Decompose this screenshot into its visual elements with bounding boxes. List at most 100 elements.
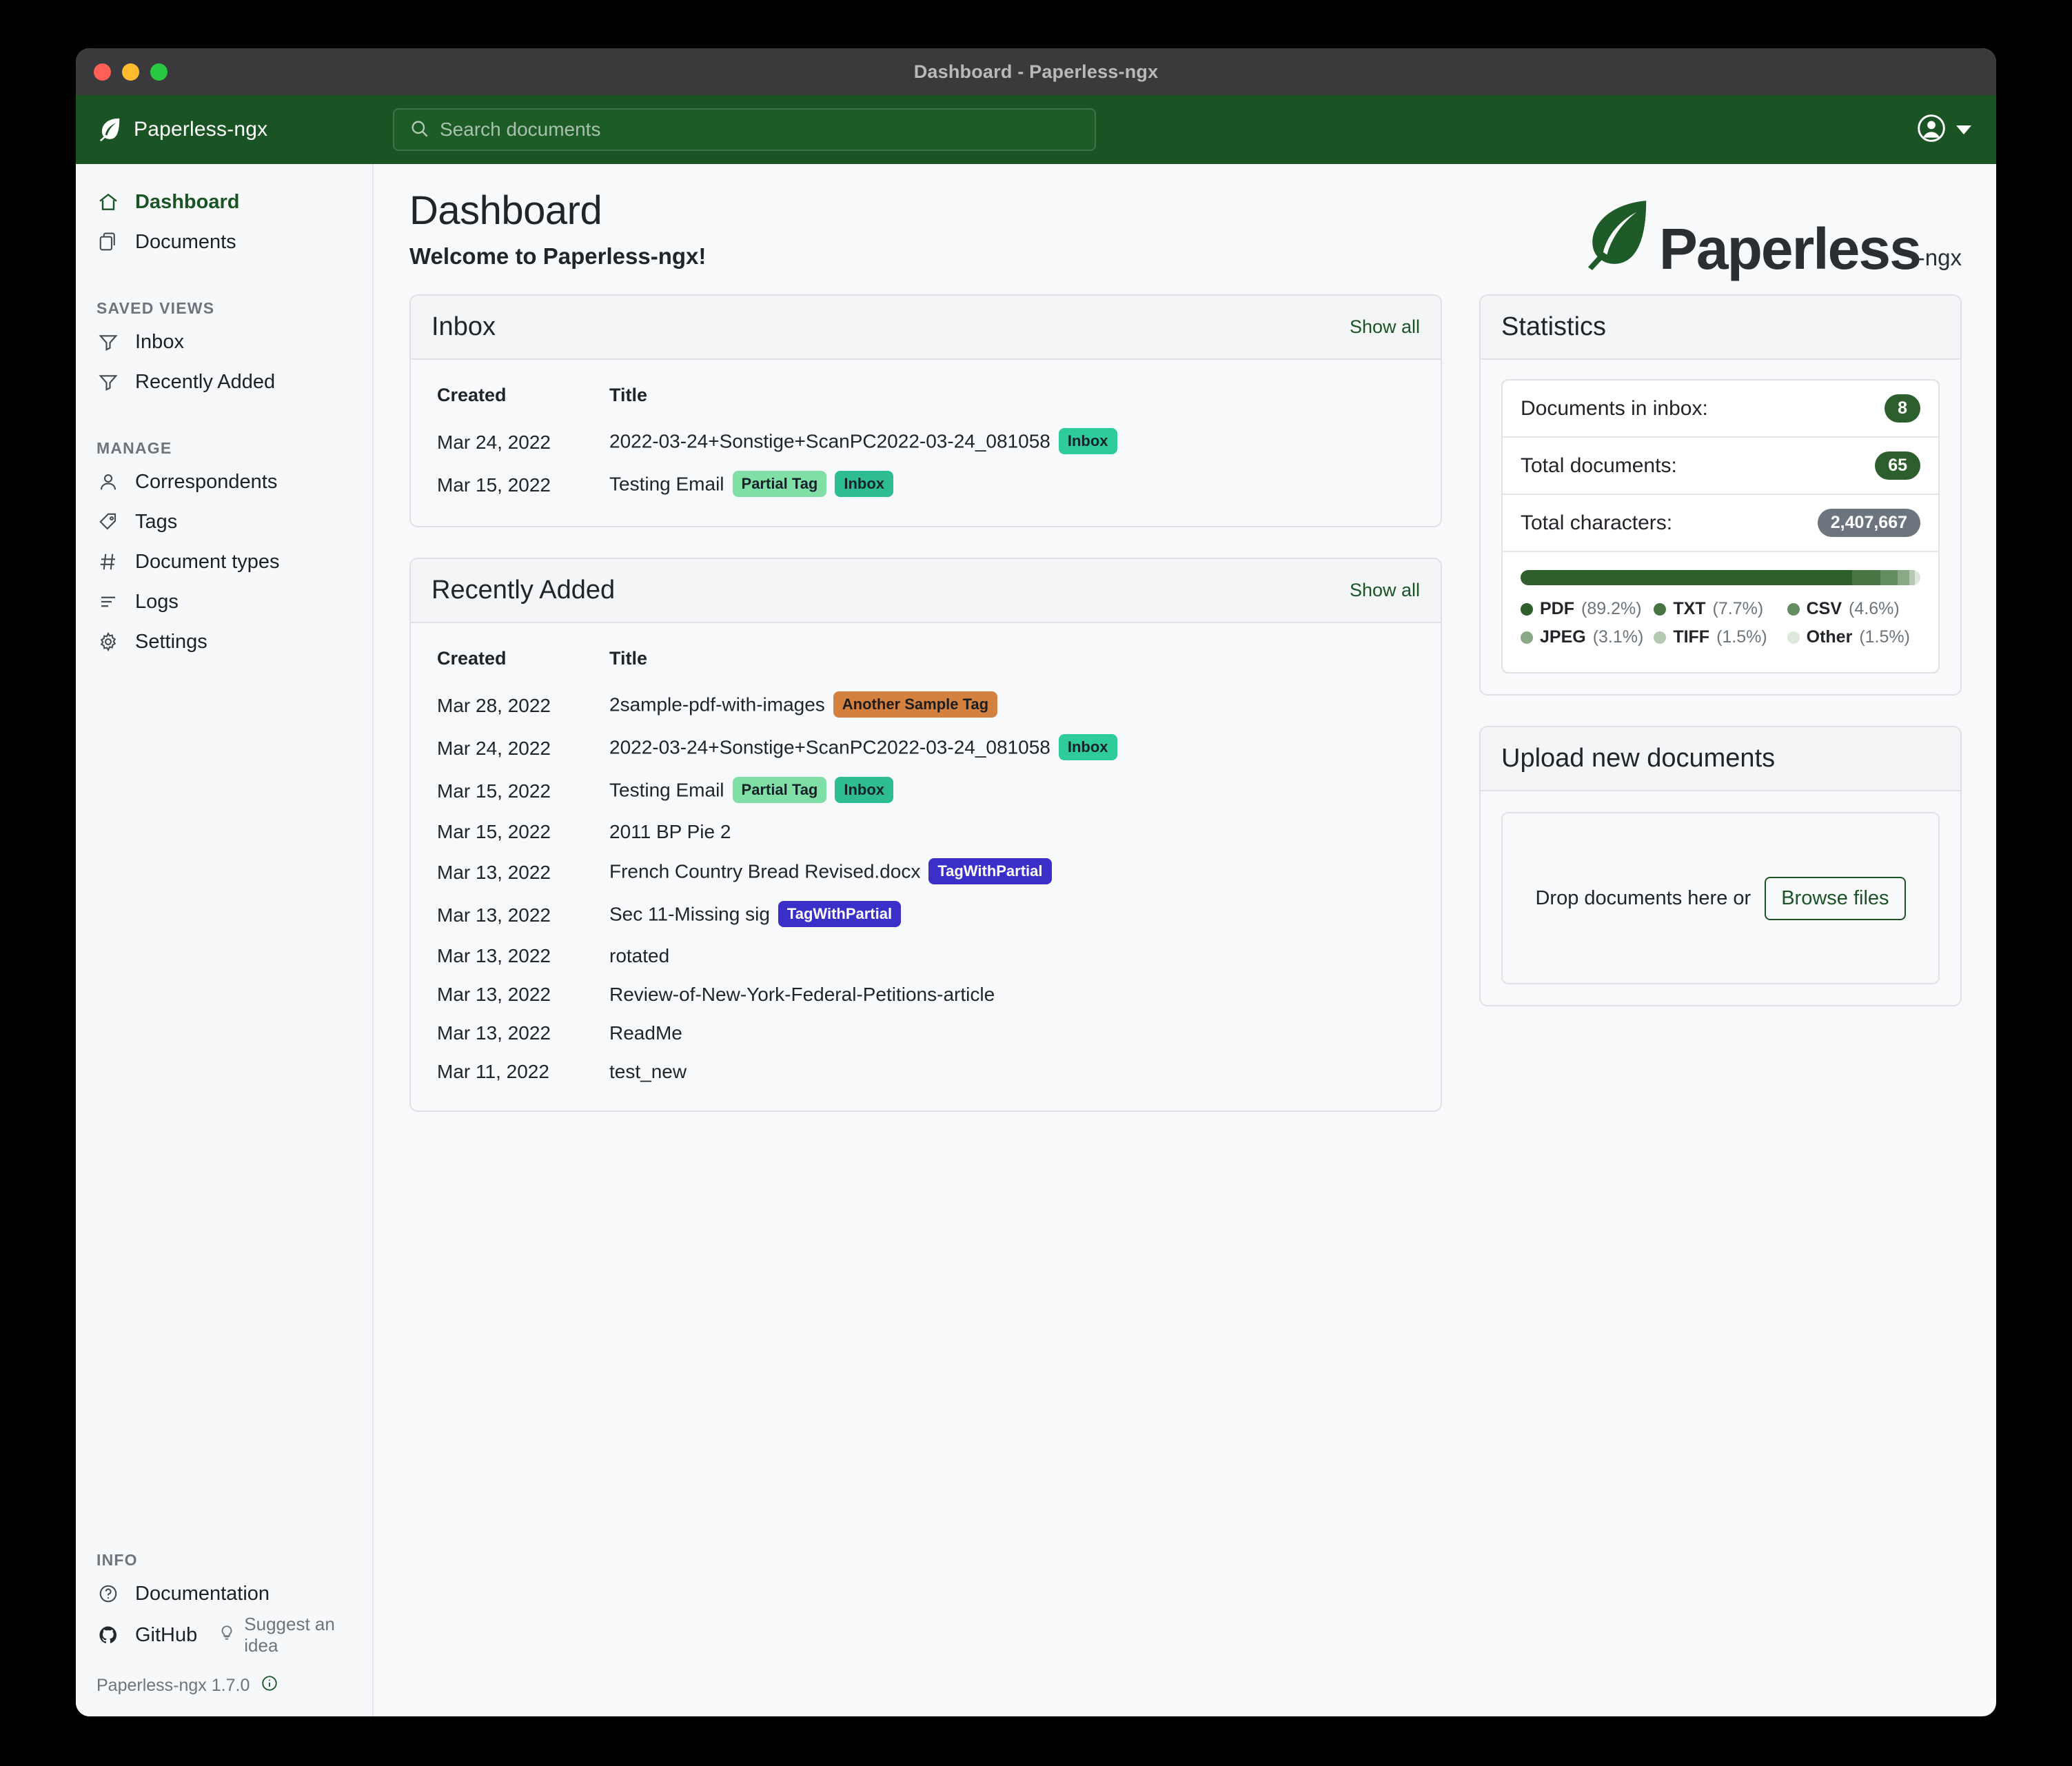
- legend-item-pdf: PDF (89.2%): [1521, 599, 1654, 619]
- document-tag[interactable]: Another Sample Tag: [833, 691, 998, 718]
- document-title[interactable]: Testing Email: [609, 779, 724, 801]
- chevron-down-icon[interactable]: [1956, 125, 1971, 134]
- table-row[interactable]: Mar 15, 2022 Testing Email Partial Tag Inbo…: [411, 464, 1441, 507]
- cell-created: Mar 15, 2022: [437, 821, 551, 842]
- document-title[interactable]: Sec 11-Missing sig: [609, 903, 770, 925]
- upload-dropzone[interactable]: Drop documents here or Browse files: [1501, 812, 1940, 984]
- document-title[interactable]: French Country Bread Revised.docx: [609, 860, 921, 882]
- home-icon: [97, 190, 120, 214]
- close-window-button[interactable]: [94, 63, 111, 81]
- sidebar-section-manage: MANAGE: [97, 439, 172, 457]
- table-row[interactable]: Mar 24, 2022 2022-03-24+Sonstige+ScanPC20…: [411, 727, 1441, 770]
- version-row: Paperless-ngx 1.7.0: [76, 1674, 372, 1697]
- github-icon: [97, 1623, 120, 1647]
- sidebar-footer: INFO Documentation GitHub: [76, 1551, 372, 1716]
- document-tag[interactable]: Inbox: [835, 777, 894, 803]
- table-row[interactable]: Mar 28, 2022 2sample-pdf-with-images Anoth…: [411, 684, 1441, 727]
- document-title[interactable]: 2022-03-24+Sonstige+ScanPC2022-03-24_081…: [609, 430, 1050, 452]
- legend-swatch: [1521, 631, 1533, 644]
- search-input[interactable]: [440, 119, 1079, 141]
- document-tag[interactable]: Inbox: [1058, 734, 1117, 760]
- sidebar-item-inbox[interactable]: Inbox: [76, 322, 372, 362]
- legend-value: (3.1%): [1592, 627, 1644, 647]
- bar-segment-pdf: [1521, 570, 1852, 585]
- user-avatar-icon[interactable]: [1916, 113, 1947, 147]
- file-type-stacked-bar: [1521, 570, 1920, 585]
- sidebar-item-logs[interactable]: Logs: [76, 582, 372, 622]
- search-bar[interactable]: [393, 108, 1096, 151]
- sidebar-item-dashboard[interactable]: Dashboard: [76, 182, 372, 222]
- document-title[interactable]: ReadMe: [609, 1022, 682, 1044]
- recently-added-show-all-link[interactable]: Show all: [1349, 580, 1420, 600]
- legend-swatch: [1654, 631, 1667, 644]
- table-row[interactable]: Mar 13, 2022 ReadMe: [411, 1014, 1441, 1053]
- maximize-window-button[interactable]: [150, 63, 167, 81]
- cell-title: 2022-03-24+Sonstige+ScanPC2022-03-24_081…: [583, 421, 1441, 464]
- table-row[interactable]: Mar 13, 2022 Review-of-New-York-Federal-P…: [411, 975, 1441, 1014]
- sidebar-item-documents[interactable]: Documents: [76, 222, 372, 262]
- browse-files-button[interactable]: Browse files: [1765, 876, 1906, 920]
- table-row[interactable]: Mar 13, 2022 rotated: [411, 937, 1441, 975]
- document-tag[interactable]: Inbox: [1058, 428, 1117, 454]
- document-title[interactable]: 2sample-pdf-with-images: [609, 693, 825, 715]
- bar-segment-other: [1914, 570, 1920, 585]
- legend-item-tiff: TIFF (1.5%): [1654, 627, 1787, 647]
- legend-value: (89.2%): [1581, 599, 1642, 618]
- cell-title: ReadMe: [583, 1014, 1441, 1053]
- table-row[interactable]: Mar 13, 2022 Sec 11-Missing sig TagWithPar…: [411, 894, 1441, 937]
- info-circle-icon[interactable]: [261, 1674, 278, 1697]
- person-icon: [97, 470, 120, 494]
- document-title[interactable]: 2011 BP Pie 2: [609, 821, 731, 842]
- column-header-title: Title: [609, 648, 648, 669]
- document-tag[interactable]: TagWithPartial: [928, 858, 1052, 884]
- legend-value: (4.6%): [1849, 599, 1900, 618]
- document-title[interactable]: rotated: [609, 945, 670, 966]
- suggest-an-idea-link[interactable]: Suggest an idea: [218, 1614, 372, 1656]
- document-tag[interactable]: Partial Tag: [732, 471, 827, 497]
- sidebar-item-label: Documentation: [135, 1582, 270, 1605]
- legend-swatch: [1654, 602, 1667, 616]
- sidebar-item-document-types[interactable]: Document types: [76, 542, 372, 582]
- sidebar-item-github[interactable]: GitHub: [76, 1615, 197, 1655]
- column-header-created: Created: [437, 648, 507, 669]
- filter-icon: [97, 330, 120, 354]
- document-tag[interactable]: Inbox: [835, 471, 894, 497]
- page-title: Dashboard: [409, 188, 602, 233]
- document-title[interactable]: Review-of-New-York-Federal-Petitions-art…: [609, 984, 995, 1005]
- inbox-show-all-link[interactable]: Show all: [1349, 316, 1420, 337]
- legend-value: (7.7%): [1712, 599, 1764, 618]
- sidebar-item-settings[interactable]: Settings: [76, 622, 372, 662]
- brand[interactable]: Paperless-ngx: [97, 115, 393, 145]
- user-menu[interactable]: [1916, 113, 1971, 147]
- file-type-chart: PDF (89.2%) TXT (7.7%) CSV (4.6%) JPEG (3.1%) TI…: [1503, 552, 1938, 672]
- column-header-created: Created: [437, 385, 507, 405]
- table-row[interactable]: Mar 15, 2022 2011 BP Pie 2: [411, 813, 1441, 851]
- sidebar-item-recently-added[interactable]: Recently Added: [76, 362, 372, 402]
- sidebar-item-tags[interactable]: Tags: [76, 502, 372, 542]
- document-tag[interactable]: TagWithPartial: [778, 901, 902, 927]
- table-row[interactable]: Mar 11, 2022 test_new: [411, 1053, 1441, 1091]
- sidebar-item-label: Tags: [135, 510, 178, 533]
- statistics-card: Statistics Documents in inbox: 8 Total d…: [1479, 294, 1962, 696]
- sidebar-item-documentation[interactable]: Documentation: [76, 1574, 372, 1614]
- sidebar-item-label: Inbox: [135, 330, 184, 353]
- legend-label: TXT: [1673, 599, 1706, 618]
- lightbulb-icon: [218, 1624, 236, 1647]
- recently-added-card-title: Recently Added: [431, 576, 616, 605]
- table-row[interactable]: Mar 24, 2022 2022-03-24+Sonstige+ScanPC20…: [411, 421, 1441, 464]
- stat-value-badge: 65: [1875, 451, 1920, 480]
- stat-documents-in-inbox: Documents in inbox: 8: [1503, 380, 1938, 438]
- table-row[interactable]: Mar 13, 2022 French Country Bread Revised…: [411, 851, 1441, 894]
- sidebar-item-label: Documents: [135, 230, 236, 253]
- stat-label: Total characters:: [1521, 511, 1673, 534]
- minimize-window-button[interactable]: [122, 63, 139, 81]
- document-tag[interactable]: Partial Tag: [732, 777, 827, 803]
- cell-created: Mar 13, 2022: [437, 945, 551, 966]
- sidebar-item-correspondents[interactable]: Correspondents: [76, 462, 372, 502]
- document-title[interactable]: Testing Email: [609, 473, 724, 495]
- cell-created: Mar 13, 2022: [437, 1022, 551, 1044]
- document-title[interactable]: 2022-03-24+Sonstige+ScanPC2022-03-24_081…: [609, 736, 1050, 758]
- document-title[interactable]: test_new: [609, 1061, 687, 1082]
- table-row[interactable]: Mar 15, 2022 Testing Email Partial Tag Inbo…: [411, 770, 1441, 813]
- table-header-row: Created Title: [411, 644, 1441, 684]
